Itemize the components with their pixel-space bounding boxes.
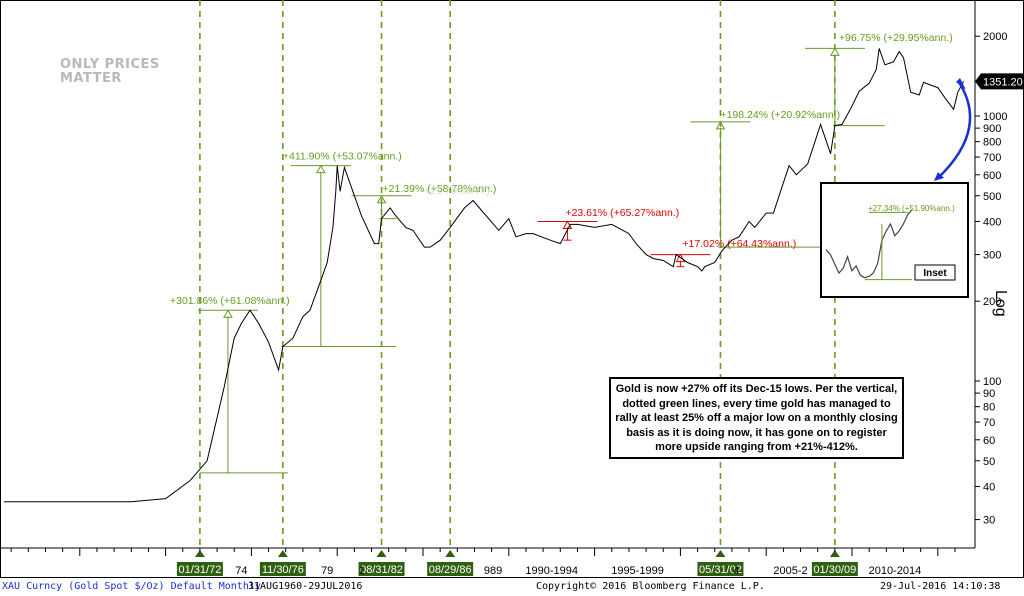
gold-price-chart: 01/31/72 11/30/76 08/31/82 08/29/86 05/31/02… [0,0,1024,578]
date-marker-box-4 [697,562,744,576]
y-tick-label-700: 700 [983,152,1001,164]
watermark-line-1: ONLY PRICES [60,57,160,72]
security-label: XAU Curncy (Gold Spot $/Oz) Default Mont… [2,581,261,592]
y-tick-label-2000: 2000 [983,31,1007,43]
annotation-label-0: +301.86% (+61.08%ann.) [170,295,290,307]
date-marker-box-1 [259,562,306,576]
annotation-label-1: +411.90% (+53.07%ann.) [283,151,402,163]
inset-line [825,209,913,279]
y-tick-label-50: 50 [983,456,995,468]
y-tick-label-80: 80 [983,402,995,414]
date-marker-label-4: 05/31/02 [699,564,742,576]
blue-arrow-head-bottom [934,172,944,181]
y-tick-label-60: 60 [983,435,995,447]
y-tick-label-300: 300 [983,250,1001,262]
annotation-arrow-7 [830,47,840,56]
annotation-arrow-6 [715,120,726,130]
x-tick-label-partial-4: 4 [733,565,739,577]
date-marker-label-2: 08/31/82 [360,564,403,576]
rally-annotations: +301.86% (+61.08%ann.) +411.90% (+53.07%a… [170,32,953,474]
date-marker-arrow-3 [445,550,456,557]
blue-arrow-head-top [956,78,966,90]
copyright: Copyright© 2016 Bloomberg Finance L.P. [536,581,765,592]
annotation-arrow-4 [562,220,573,229]
date-marker-label-5: 01/30/09 [813,564,856,576]
date-range: 31AUG1960-29JUL2016 [248,581,363,592]
x-tick-label-1995-1999: 1995-1999 [611,565,664,577]
annotation-label-6: +198.24% (+20.92%ann.) [720,109,840,121]
blue-arrow-curve [937,83,972,179]
date-marker-arrow-4 [715,550,726,557]
date-marker-box-3 [427,562,474,576]
y-tick-label-90: 90 [983,388,995,400]
x-tick-label-partial-1: 79 [321,565,333,577]
date-marker-label-3: 08/29/86 [429,564,472,576]
date-marker-arrow-0 [194,550,205,557]
x-tick-label-partial-0: 74 [235,565,247,577]
x-tick-label-1990-1994: 1990-1994 [525,565,578,577]
date-marker-label-1: 11/30/76 [262,564,304,576]
annotation-label-7: +96.75% (+29.95%ann.) [839,32,953,44]
watermark: ONLY PRICES MATTER [60,58,160,86]
annotation-arrow-2 [376,194,387,204]
x-tick-label-partial-5: 2005-2 [773,565,807,577]
x-tick-label-partial-2: 1 [358,565,364,577]
y-tick-label-500: 500 [983,191,1001,203]
annotation-arrow-5 [675,253,686,263]
x-axis: 1990-1994 1995-1999 2010-2014 74 79 1 989 4 2005… [10,548,956,577]
date-marker-arrow-2 [376,550,387,557]
last-price-label: 1351.20 [983,76,1023,88]
y-tick-label-900: 900 [983,123,1001,135]
annotation-label-2: +21.39% (+58.78%ann.) [383,183,497,195]
y-tick-label-800: 800 [983,137,1001,149]
annotation-label-3: +21.76%ann.) [424,185,490,197]
date-marker-label-0: 01/31/72 [179,564,222,576]
inset-annotation-label: +27.34% (+51.90%ann.) [868,204,955,213]
price-series [4,48,965,503]
y-tick-label-1000: 1000 [983,111,1007,123]
date-marker-arrow-5 [829,550,840,557]
y-tick-label-70: 70 [983,417,995,429]
y-tick-label-600: 600 [983,170,1001,182]
y-tick-label-40: 40 [983,481,995,493]
y-tick-label-100: 100 [983,376,1001,388]
annotation-label-5: +17.02% (+64.43%ann.) [682,238,796,250]
y-axis-label: Log [992,290,1009,317]
inset-label-box [914,264,956,281]
status-bar: XAU Curncy (Gold Spot $/Oz) Default Mont… [0,578,1024,596]
date-marker-lines: 01/31/72 11/30/76 08/31/82 08/29/86 05/31/02… [176,0,858,576]
date-marker-box-5 [811,562,858,576]
date-marker-arrow-1 [277,550,288,557]
y-tick-label-400: 400 [983,216,1001,228]
date-marker-box-2 [358,562,405,576]
x-tick-label-partial-3: 989 [484,565,502,577]
timestamp: 29-Jul-2016 14:10:38 [880,581,1001,592]
annotation-label-4: +23.61% (+65.27%ann.) [565,207,679,219]
inset-label: Inset [923,268,947,279]
commentary-box: Gold is now +27% off its Dec-15 lows. Pe… [609,377,904,459]
last-price-tag [975,73,1024,90]
x-tick-label-2010-2014: 2010-2014 [869,565,922,577]
inset-chart: +27.34% (+51.90%ann.) Inset [820,78,972,298]
y-tick-label-30: 30 [983,515,995,527]
date-marker-box-0 [176,562,223,576]
annotation-arrow-0 [223,309,233,318]
annotation-arrow-1 [316,164,326,174]
watermark-line-2: MATTER [60,71,122,86]
y-tick-label-200: 200 [983,296,1001,308]
price-line [4,48,965,503]
